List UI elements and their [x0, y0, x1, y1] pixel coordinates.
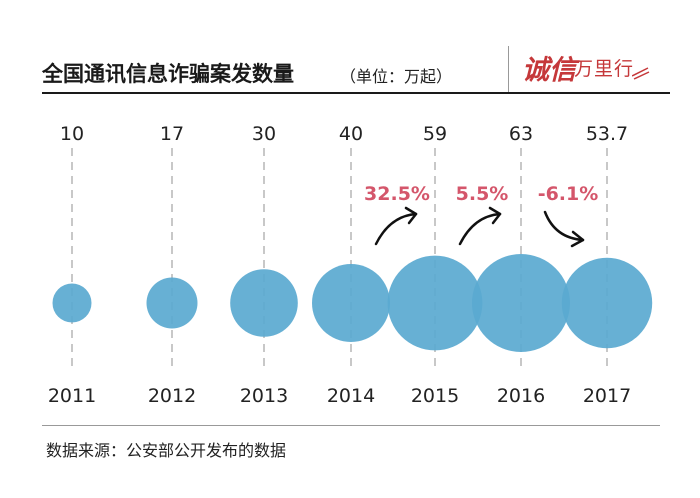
source-note: 数据来源：公安部公开发布的数据 — [46, 441, 287, 460]
brand-divider — [508, 46, 509, 92]
year-label-2017: 2017 — [583, 385, 631, 407]
bubble-2011 — [52, 283, 92, 323]
value-label-2012: 17 — [160, 123, 184, 145]
growth-arrow-3 — [543, 210, 585, 242]
growth-arrow-1 — [374, 212, 418, 246]
value-label-2016: 63 — [509, 123, 533, 145]
footer-rule — [42, 425, 660, 426]
value-label-2011: 10 — [60, 123, 84, 145]
growth-label-1: 32.5% — [364, 183, 430, 205]
bubble-2016 — [472, 254, 570, 352]
bubble-2015 — [387, 255, 483, 351]
bubbles — [52, 254, 653, 352]
year-label-2015: 2015 — [411, 385, 459, 407]
year-label-2016: 2016 — [497, 385, 545, 407]
growth-label-3: -6.1% — [538, 183, 599, 205]
bubble-2017 — [561, 257, 653, 349]
value-label-2013: 30 — [252, 123, 276, 145]
growth-arrowhead-1 — [404, 206, 418, 225]
growth-arrowhead-3 — [570, 230, 585, 248]
growth-arrow-2 — [458, 212, 502, 246]
value-label-2015: 59 — [423, 123, 447, 145]
growth-label-2: 5.5% — [456, 183, 509, 205]
value-labels: 10 17 30 40 59 63 53.7 — [60, 123, 628, 145]
year-label-2011: 2011 — [48, 385, 96, 407]
header-rule — [42, 92, 670, 94]
value-label-2014: 40 — [339, 123, 363, 145]
chart-title: 全国通讯信息诈骗案发数量 — [42, 62, 294, 86]
year-label-2013: 2013 — [240, 385, 288, 407]
brand-script: 诚信 — [522, 55, 576, 86]
bubble-2012 — [146, 277, 198, 329]
growth-arrowhead-2 — [488, 206, 502, 225]
growth-annotations: 32.5% 5.5% -6.1% — [364, 183, 599, 248]
year-label-2012: 2012 — [148, 385, 196, 407]
bubble-2014 — [312, 264, 390, 342]
bubble-2013 — [230, 269, 298, 337]
year-label-2014: 2014 — [327, 385, 375, 407]
value-label-2017: 53.7 — [586, 123, 628, 145]
brand-logo: 诚信 万里行 — [512, 42, 652, 94]
unit-label: （单位：万起） — [340, 67, 453, 86]
year-labels: 2011 2012 2013 2014 2015 2016 2017 — [48, 385, 631, 407]
brand-flourish-icon — [632, 67, 650, 80]
brand-text: 万里行 — [574, 58, 635, 80]
